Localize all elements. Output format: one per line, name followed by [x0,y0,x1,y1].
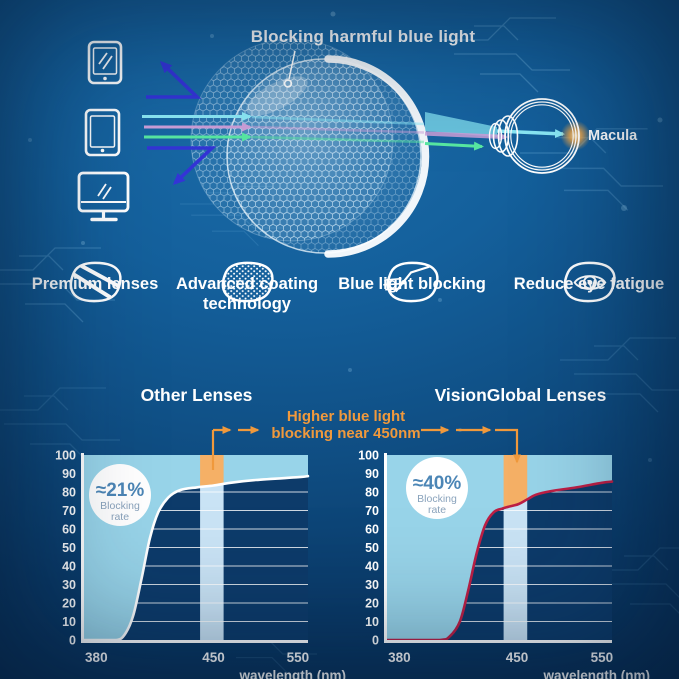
eye-lens-icon [563,261,616,303]
incoming-rays [142,112,252,142]
feature-advanced-coating: Advanced coating technology [172,260,322,314]
y-tick-label: 60 [62,523,76,537]
blocking-curve [82,474,310,642]
y-tick-label: 0 [372,634,379,648]
chart-title-visionglobal-lenses: VisionGlobal Lenses [434,385,607,405]
pink-ray-through-lens [251,125,425,134]
cyan-ray-through-lens [251,115,425,126]
y-tick-label: 70 [365,504,379,518]
green-ray-through-lens [251,135,425,144]
green-ray-to-eye [424,141,484,151]
x-tick-label: 550 [591,650,614,665]
badge-value: ≈40% [413,473,462,494]
honeycomb-lens-icon [221,261,274,303]
annotation-line-1: Higher blue light [286,408,406,425]
y-tick-label: 80 [365,486,379,500]
reflected-arrow-up [146,60,202,99]
badge-value: ≈21% [96,480,145,501]
y-tick-label: 100 [358,449,379,463]
annotation-connectors [211,426,521,470]
x-tick-label: 450 [202,650,225,665]
y-tick-label: 20 [62,597,76,611]
chart-title-other-lenses: Other Lenses [140,385,253,405]
page-title: Blocking harmful blue light [250,27,476,46]
x-axis-label: wavelength (nm) [238,668,346,679]
macula-label: Macula [588,128,638,144]
monitor-icon [77,171,130,222]
transmitted-rays [251,112,565,151]
y-tick-label: 20 [365,597,379,611]
y-tick-label: 40 [365,560,379,574]
y-tick-label: 10 [365,615,379,629]
x-tick-label: 380 [85,650,108,665]
feature-reduce-eye-fatigue: Reduce eye fatigue [505,260,673,303]
y-tick-label: 30 [365,578,379,592]
eye-cross-section-icon [488,98,591,174]
y-tick-label: 90 [62,467,76,481]
badge-label: Blocking [417,493,457,505]
x-tick-label: 550 [287,650,310,665]
pink-ray-to-eye [424,131,508,142]
y-tick-label: 30 [62,578,76,592]
lens-highlight [246,76,308,116]
badge-label: rate [428,504,446,516]
coated-lens [190,38,430,258]
lens-rim [324,55,430,258]
badge-label: rate [111,511,129,523]
feature-label: Premium lenses [31,275,159,293]
blocking-curve [385,480,614,642]
chart-visionglobal-lenses: 0 10 20 30 40 50 60 70 80 90 100 380 450 550 wavelengt… [358,449,650,679]
y-tick-label: 100 [55,449,76,463]
y-tick-label: 0 [69,634,76,648]
reflected-arrow-down [147,146,217,186]
ray-blocking-lens-icon [383,261,439,303]
y-tick-label: 90 [365,467,379,481]
blue-light-diagram [77,38,591,258]
y-tick-label: 10 [62,615,76,629]
y-tick-label: 50 [62,541,76,555]
x-axis-label: wavelength (nm) [542,668,650,679]
y-tick-label: 40 [62,560,76,574]
x-tick-label: 450 [506,650,529,665]
y-tick-label: 60 [365,523,379,537]
reflected-blue-arrows [146,60,217,186]
feature-blue-light-blocking: Blue light blocking [332,260,492,303]
blocking-rate-badge [406,457,468,519]
y-tick-label: 80 [62,486,76,500]
y-tick-label: 70 [62,504,76,518]
y-tick-label: 50 [365,541,379,555]
title-leader-line [283,50,296,88]
annotation-line-2: blocking near 450nm [271,424,421,442]
feature-premium-lenses: Premium lenses [28,260,162,303]
device-icons [77,40,130,222]
cyan-beam-wedge [425,112,497,137]
annotation-450nm: Higher blue light blocking near 450nm [258,408,434,442]
tablet-icon [84,108,121,157]
connector-lines [211,426,521,470]
feature-label: Blue light blocking [338,275,486,293]
blocking-rate-badge [89,464,151,526]
lens-honeycomb-texture [227,59,421,253]
right-connector-down-arrow [495,428,521,464]
chart-other-lenses: 0 10 20 30 40 50 60 70 80 90 100 380 450 550 wavelengt… [55,449,346,679]
cyan-ray-to-macula [496,129,565,139]
striped-lens-icon [69,261,122,303]
smartphone-icon [87,40,123,85]
badge-label: Blocking [100,500,140,512]
x-tick-label: 380 [388,650,411,665]
